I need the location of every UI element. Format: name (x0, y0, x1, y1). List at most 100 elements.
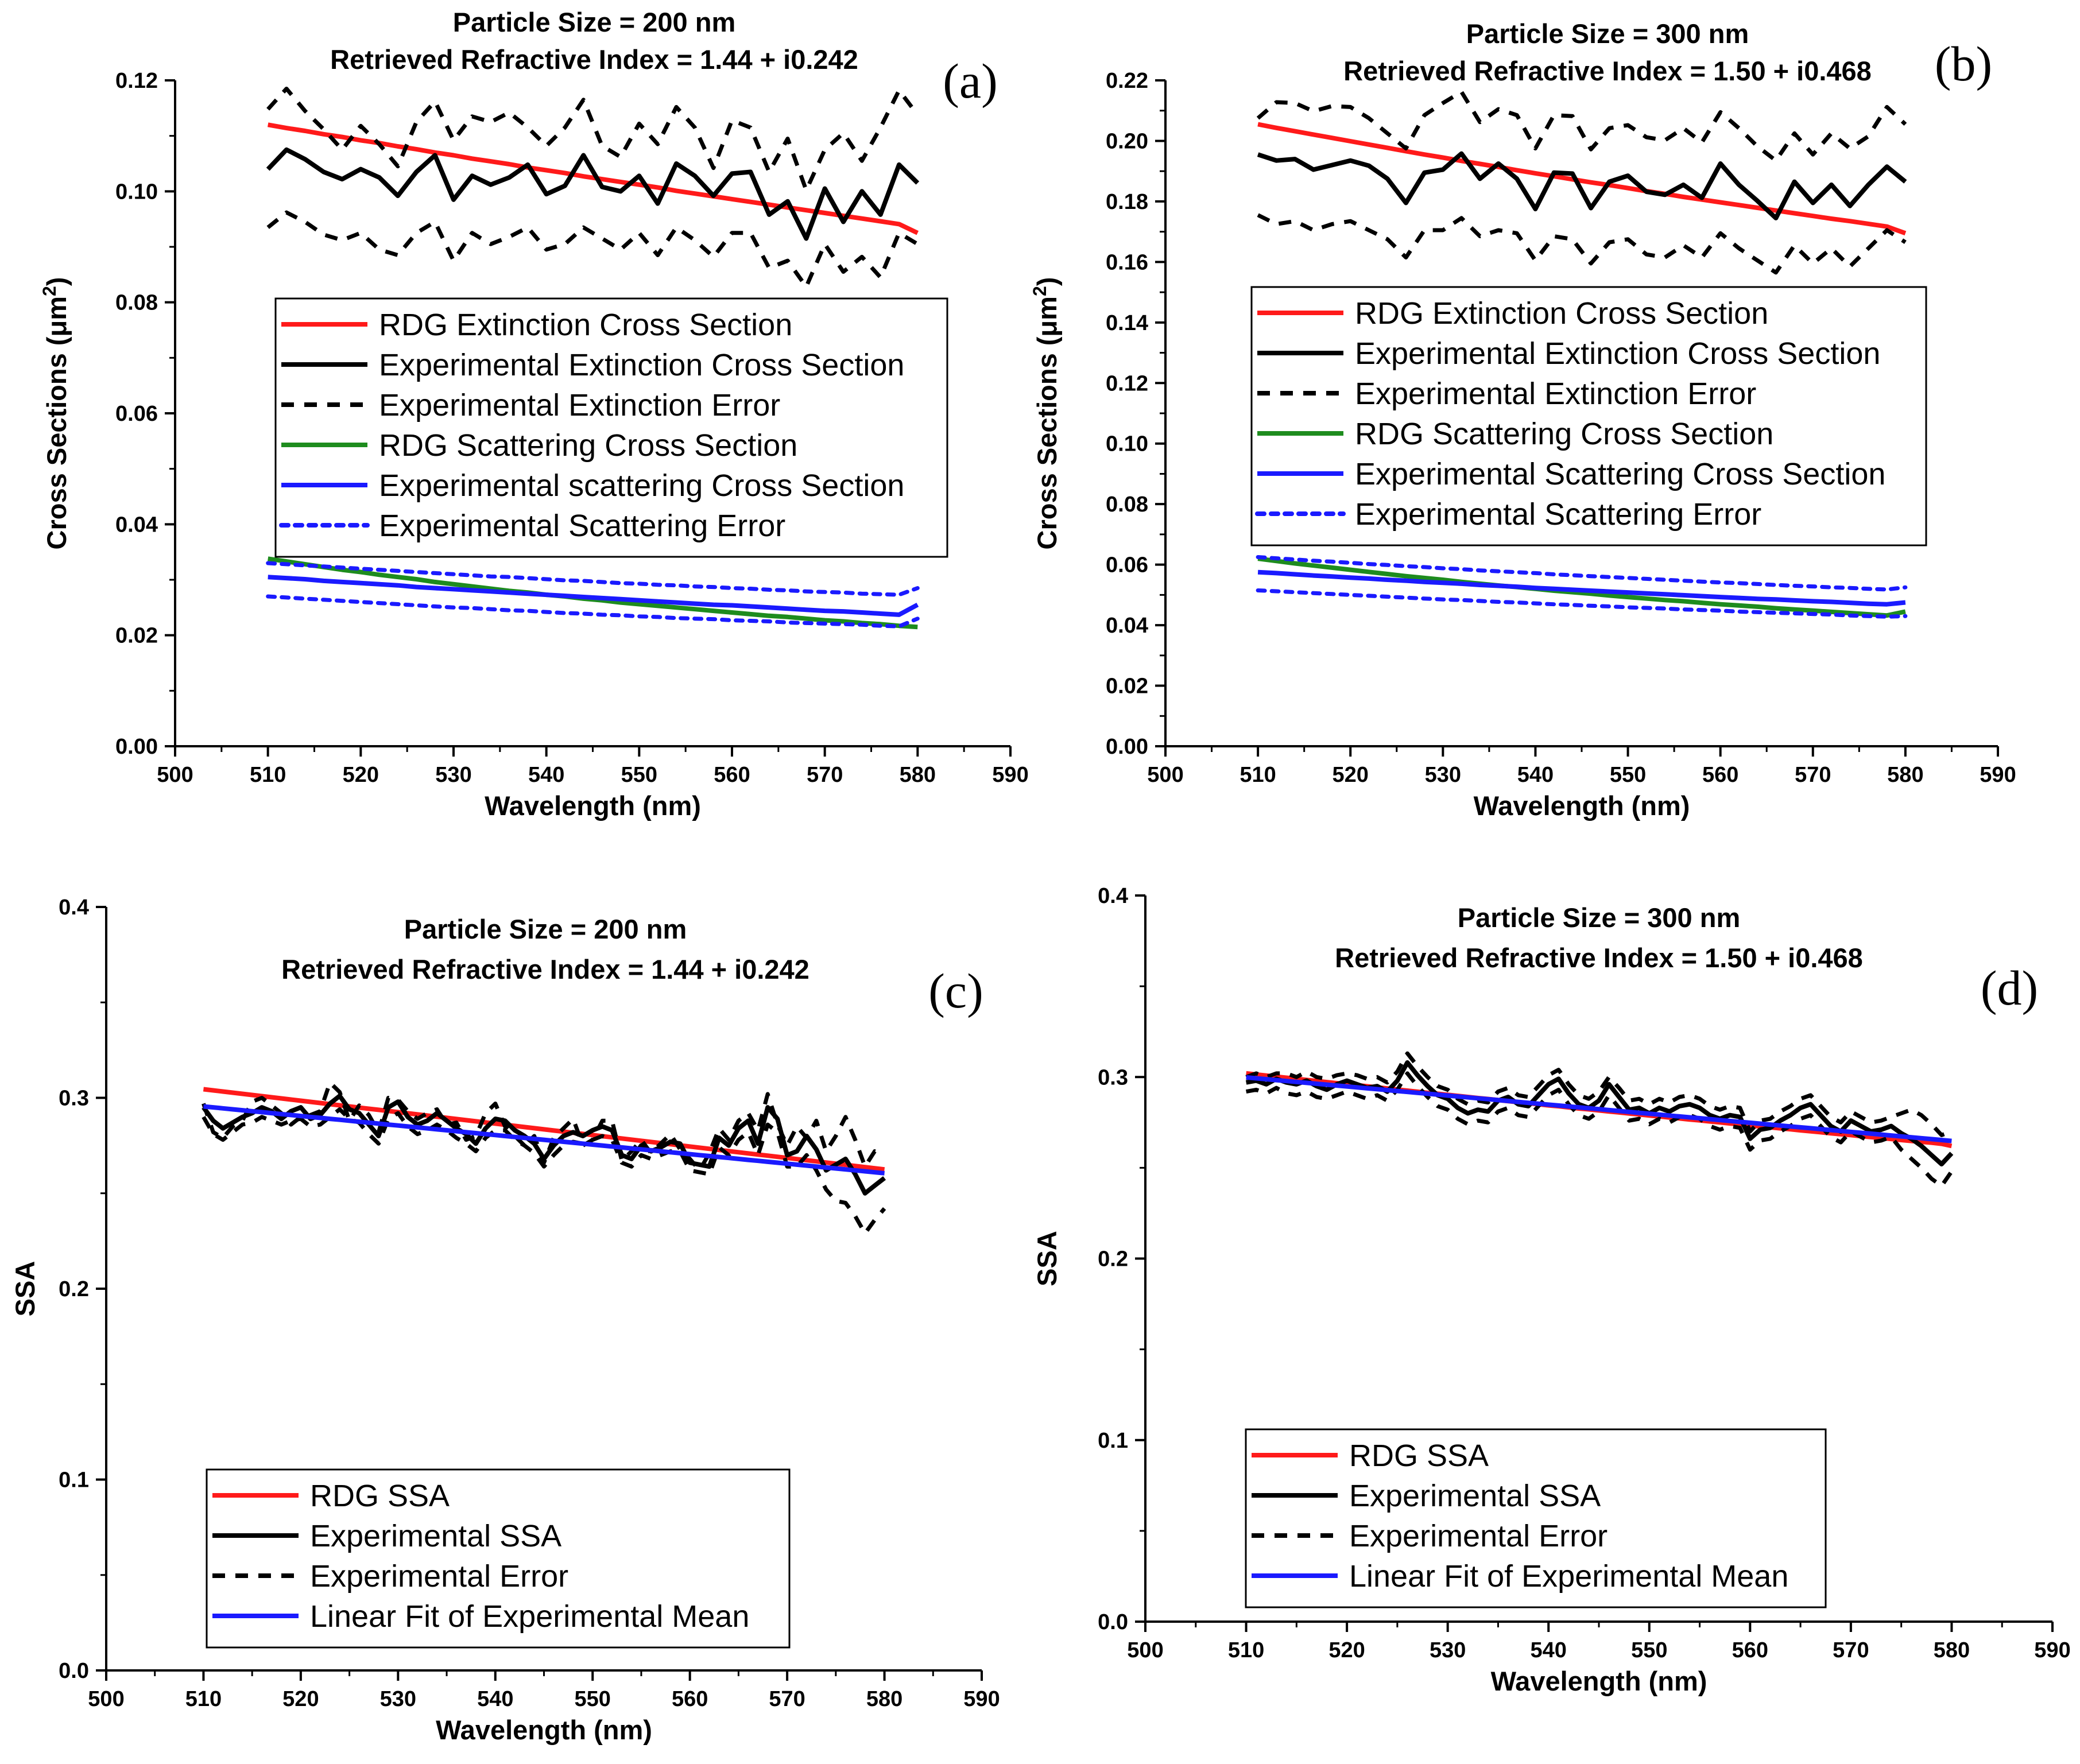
legend-label: Experimental SSA (310, 1519, 561, 1553)
legend-label: Experimental Scattering Error (379, 509, 785, 543)
y-tick-label: 0.08 (115, 291, 158, 315)
x-tick-label: 590 (992, 763, 1028, 787)
y-tick-label: 0.20 (1106, 129, 1148, 153)
legend-box (274, 297, 948, 558)
series-line (202, 1107, 886, 1236)
y-tick-label: 0.16 (1106, 250, 1148, 274)
y-tick-label: 0.0 (1098, 1610, 1128, 1634)
y-tick-label: 0.02 (1106, 674, 1148, 699)
x-tick-label: 540 (528, 763, 564, 787)
x-tick-label: 590 (1980, 763, 2016, 787)
y-tick-label: 0.1 (1098, 1429, 1128, 1453)
legend: RDG Extinction Cross Section Experimental… (274, 297, 948, 558)
x-tick-label: 570 (769, 1687, 805, 1711)
x-tick-label: 520 (1333, 763, 1369, 787)
legend-label: Linear Fit of Experimental Mean (310, 1599, 749, 1634)
chart-panel-a: 500 510 520 530 540 550 560 570 580 590 0.00 0.02 0.… (39, 7, 1029, 821)
y-tick-label: 0.06 (1106, 553, 1148, 577)
y-tick-label: 0.02 (115, 624, 158, 648)
x-tick-label: 550 (575, 1687, 611, 1711)
chart-title-line: Retrieved Refractive Index = 1.44 + i0.2… (330, 44, 858, 75)
legend-label: RDG Scattering Cross Section (1355, 417, 1773, 451)
legend-label: RDG SSA (1349, 1439, 1489, 1473)
x-tick-label: 560 (1732, 1638, 1768, 1662)
x-tick-label: 540 (1531, 1638, 1567, 1662)
y-axis-label-sup: 2 (39, 286, 60, 296)
legend-label: RDG Extinction Cross Section (1355, 296, 1768, 331)
legend-box (206, 1468, 791, 1649)
series-line (1256, 588, 1908, 619)
legend-label: Experimental Scattering Error (1355, 497, 1761, 532)
y-tick-label: 0.2 (1098, 1247, 1128, 1271)
series-line (1245, 1051, 1953, 1137)
panel-label: (b) (1935, 36, 1992, 91)
y-tick-label: 0.00 (1106, 735, 1148, 759)
x-tick-label: 510 (185, 1687, 222, 1711)
legend-label: RDG Extinction Cross Section (379, 308, 792, 342)
series-line (203, 1104, 885, 1176)
y-tick-label: 0.3 (59, 1087, 89, 1111)
y-axis-label: Cross Sections (μm2) (1029, 277, 1062, 550)
series-line (1246, 1075, 1952, 1143)
panel-label: (c) (928, 963, 983, 1018)
x-tick-label: 580 (1934, 1638, 1970, 1662)
x-tick-label: 550 (1631, 1638, 1667, 1662)
series-line (266, 87, 920, 192)
legend-label: Experimental SSA (1349, 1479, 1601, 1513)
x-tick-label: 560 (714, 763, 750, 787)
x-tick-label: 530 (435, 763, 471, 787)
x-tick-label: 510 (1240, 763, 1276, 787)
legend-label: Experimental Extinction Cross Section (379, 348, 904, 382)
y-tick-label: 0.4 (1098, 884, 1128, 908)
x-tick-label: 570 (1833, 1638, 1869, 1662)
x-tick-label: 510 (250, 763, 286, 787)
x-tick-label: 560 (1702, 763, 1738, 787)
y-axis-label: SSA (10, 1261, 40, 1317)
x-axis-label: Wavelength (nm) (1491, 1666, 1707, 1696)
series-line (1245, 1060, 1954, 1166)
x-tick-label: 540 (477, 1687, 513, 1711)
legend-box (1250, 286, 1927, 546)
y-tick-label: 0.22 (1106, 69, 1148, 93)
series-line (1257, 556, 1906, 618)
y-axis-label: Cross Sections (μm2) (39, 277, 72, 550)
y-tick-label: 0.04 (115, 513, 158, 537)
y-tick-label: 0.14 (1106, 311, 1148, 335)
series-line (266, 561, 920, 597)
legend-box (1245, 1428, 1827, 1608)
x-tick-label: 570 (807, 763, 843, 787)
y-tick-label: 0.4 (59, 895, 89, 920)
y-tick-label: 0.12 (1106, 371, 1148, 396)
series-line (1245, 1071, 1954, 1188)
legend-label: Experimental Error (1349, 1519, 1608, 1553)
x-axis-label: Wavelength (nm) (436, 1715, 652, 1745)
x-tick-label: 500 (88, 1687, 124, 1711)
series-line (1257, 151, 1907, 220)
x-tick-label: 550 (1610, 763, 1646, 787)
x-tick-label: 590 (963, 1687, 1000, 1711)
legend-label: Experimental Extinction Error (379, 388, 780, 422)
y-axis-label-sup: 2 (1029, 286, 1050, 296)
legend-label: RDG Scattering Cross Section (379, 428, 797, 463)
legend: RDG SSA Experimental SSA Experimental Erro… (206, 1468, 791, 1649)
x-tick-label: 530 (1430, 1638, 1466, 1662)
legend-label: Experimental scattering Cross Section (379, 468, 904, 503)
legend-label: Experimental Extinction Cross Section (1355, 336, 1880, 371)
x-tick-label: 520 (282, 1687, 319, 1711)
y-tick-label: 0.06 (115, 402, 158, 426)
chart-title-line: Retrieved Refractive Index = 1.50 + i0.4… (1335, 943, 1863, 973)
x-axis-label: Wavelength (nm) (1474, 790, 1690, 821)
x-tick-label: 570 (1795, 763, 1831, 787)
series-line (1256, 555, 1908, 592)
series-line (266, 147, 920, 241)
x-tick-label: 580 (1887, 763, 1923, 787)
legend-label: Experimental Scattering Cross Section (1355, 457, 1885, 491)
series-line (268, 575, 919, 617)
series-line (202, 1080, 885, 1173)
x-tick-label: 520 (343, 763, 379, 787)
y-tick-label: 0.04 (1106, 614, 1148, 638)
legend-label: RDG SSA (310, 1479, 450, 1513)
chart-title-line: Particle Size = 300 nm (1466, 18, 1749, 49)
chart-title-line: Particle Size = 200 nm (453, 7, 735, 37)
